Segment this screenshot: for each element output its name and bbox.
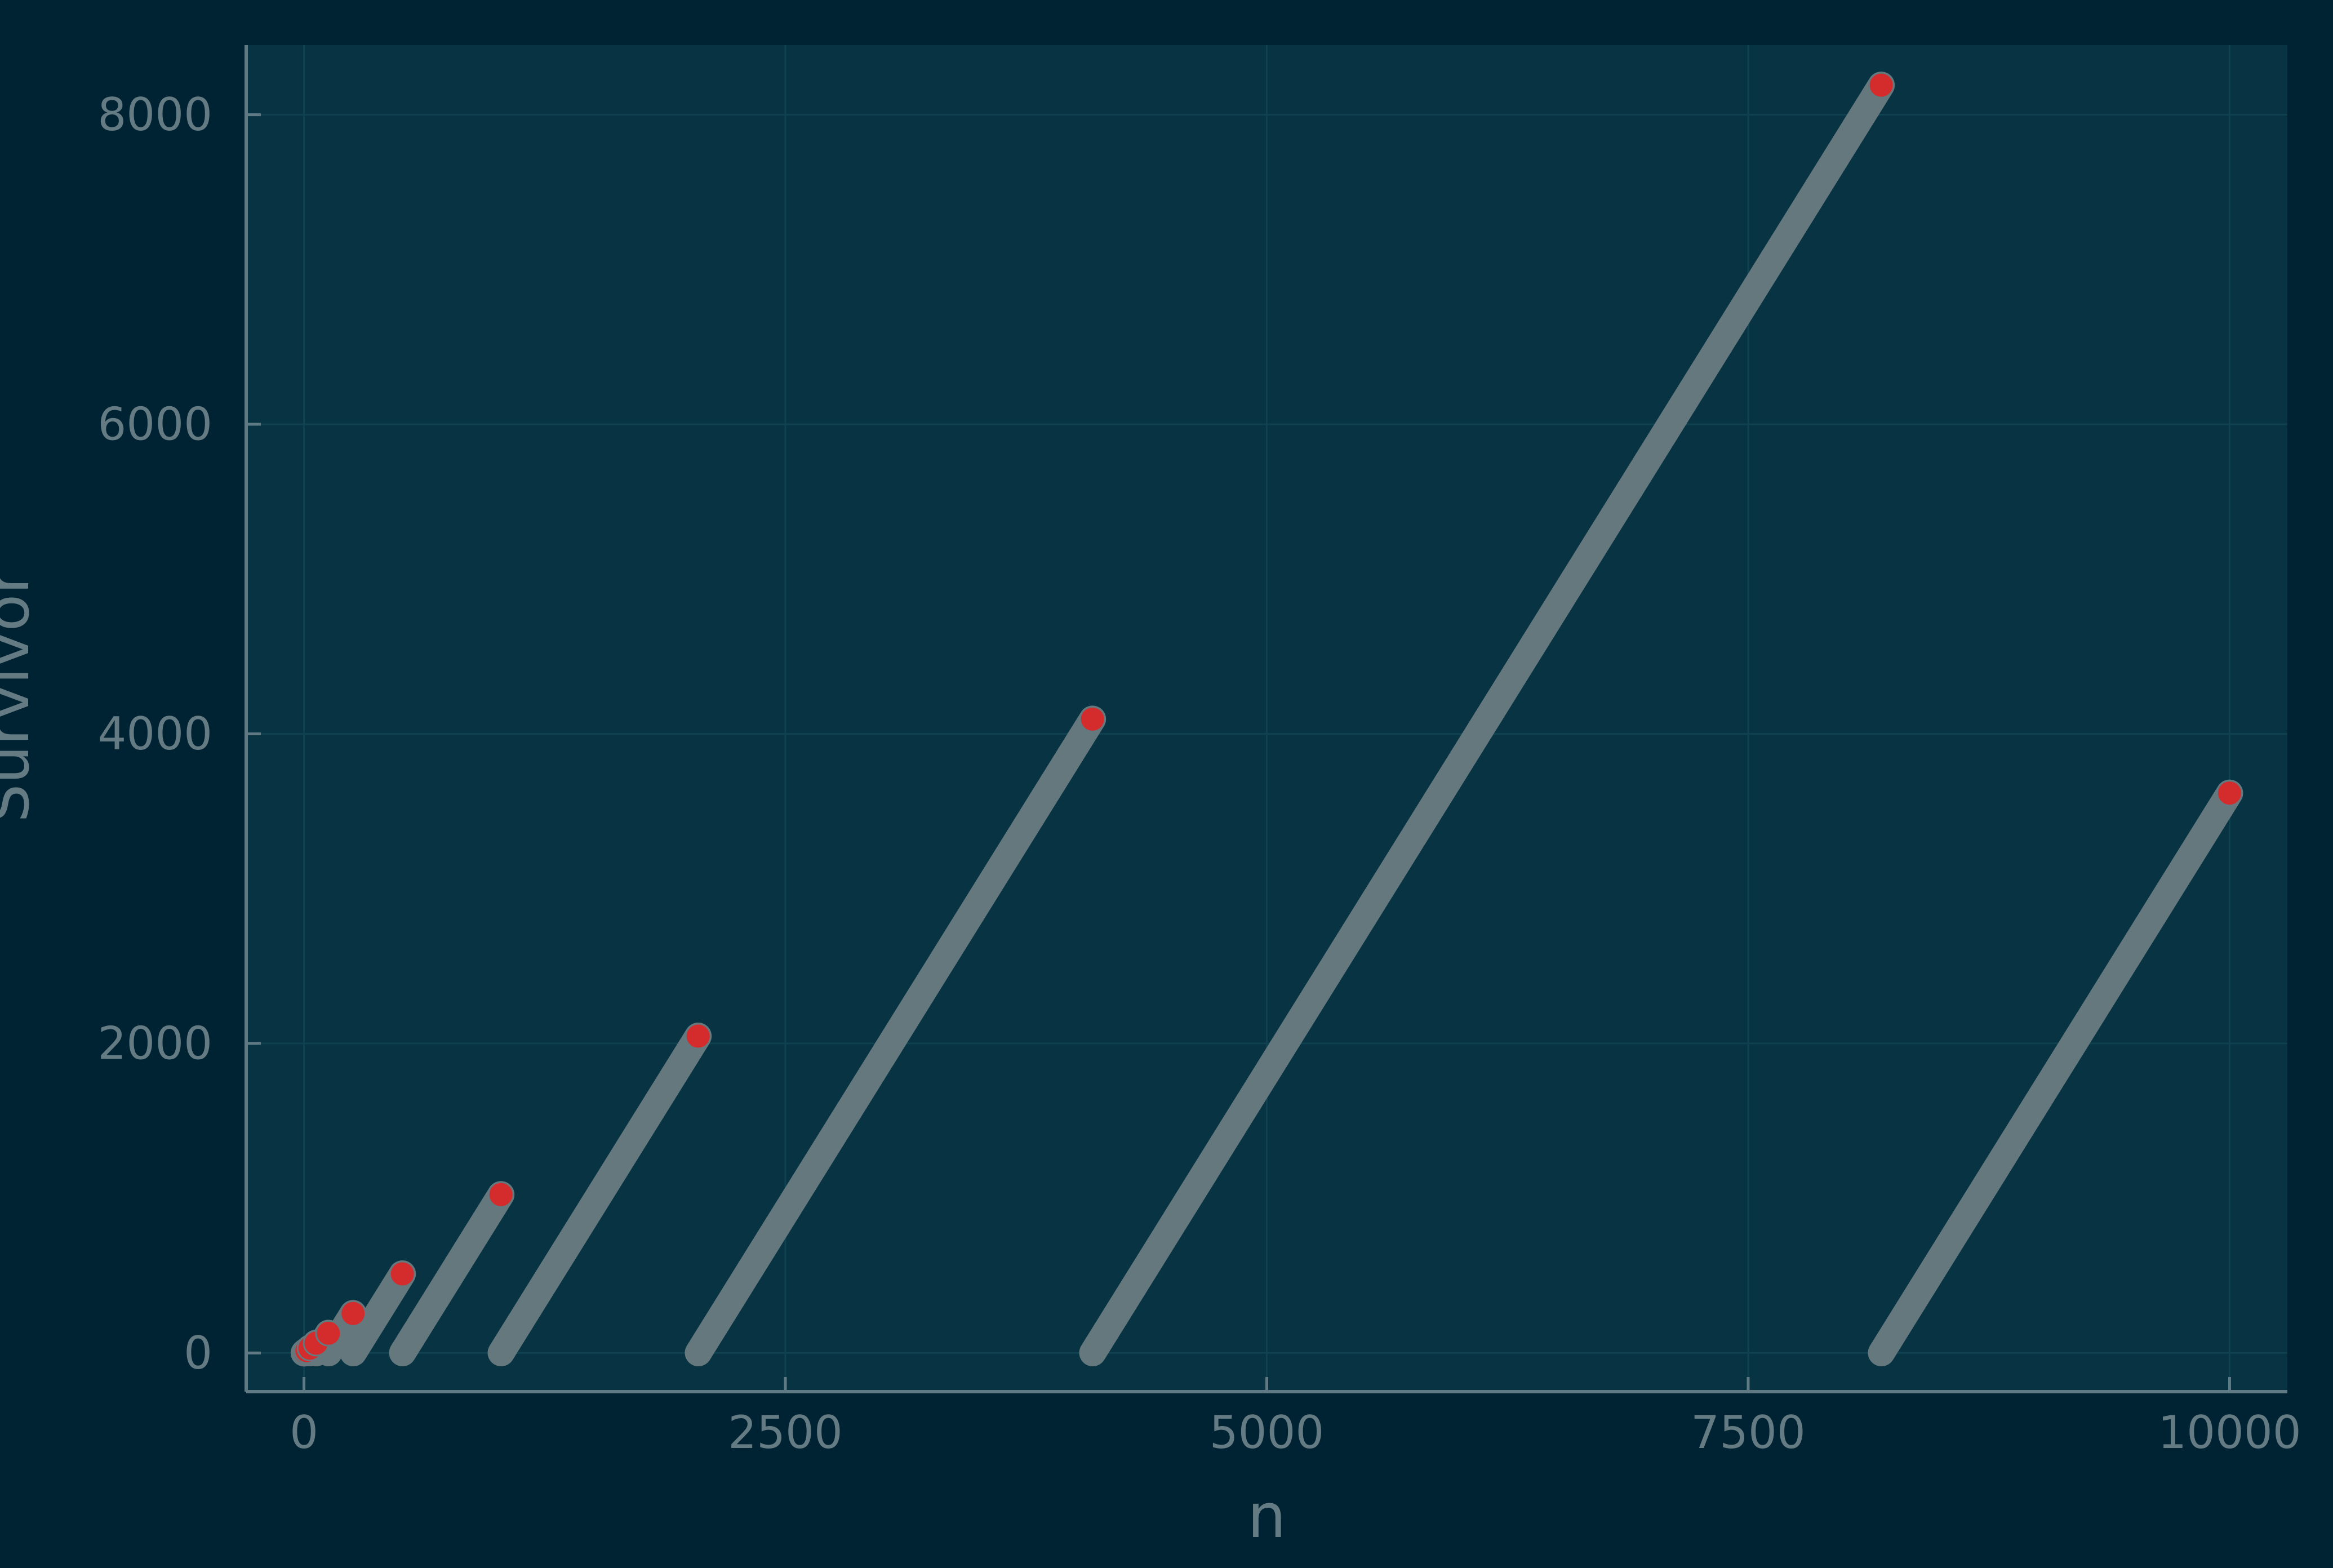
x-axis-label: n (1247, 1481, 1286, 1552)
endpoint-marker (1080, 707, 1105, 731)
y-tick-label: 2000 (97, 1017, 212, 1069)
endpoint-marker (2217, 781, 2242, 806)
x-tick-label: 5000 (1210, 1406, 1325, 1459)
y-axis-label: Survivor (0, 569, 43, 823)
endpoint-marker (686, 1024, 710, 1049)
x-tick-label: 10000 (2158, 1406, 2301, 1459)
endpoint-marker (341, 1301, 366, 1326)
endpoint-marker (488, 1182, 513, 1207)
y-tick-label: 6000 (97, 398, 212, 451)
y-tick-label: 4000 (97, 708, 212, 760)
x-tick-label: 7500 (1691, 1406, 1806, 1459)
y-tick-label: 0 (184, 1327, 212, 1379)
endpoint-marker (390, 1261, 415, 1286)
x-tick-label: 0 (290, 1406, 318, 1459)
x-tick-label: 2500 (728, 1406, 843, 1459)
y-tick-label: 8000 (97, 88, 212, 141)
endpoint-marker (1869, 73, 1894, 97)
endpoint-marker (316, 1321, 341, 1345)
